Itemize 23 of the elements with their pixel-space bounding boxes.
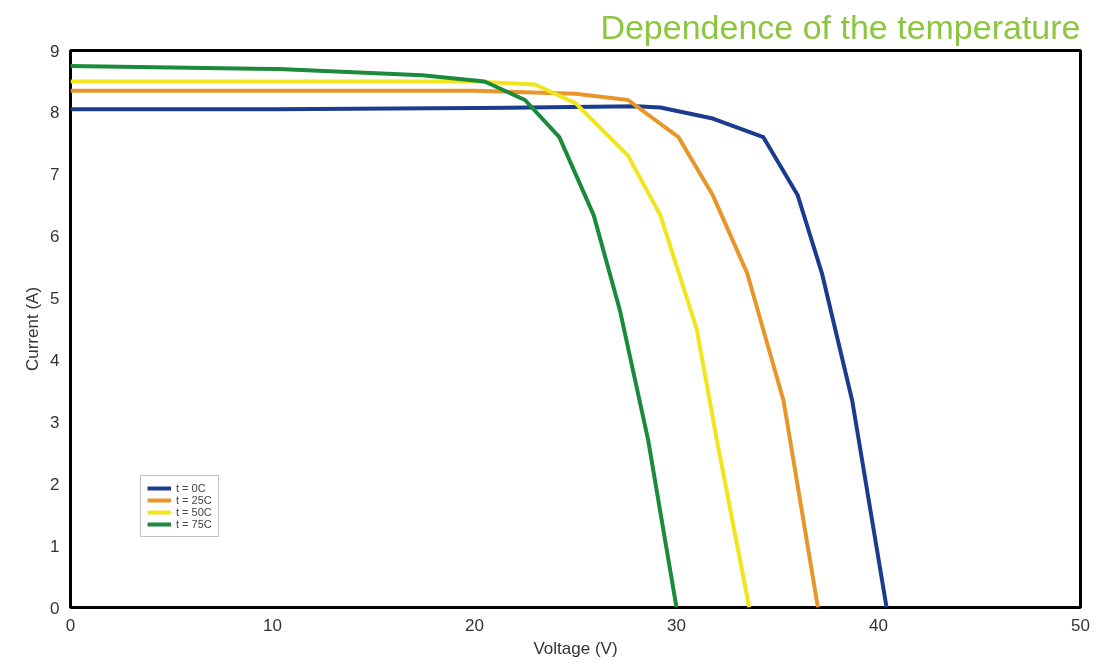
- y-tick-label: 5: [50, 289, 60, 309]
- legend-label: t = 50C: [176, 506, 212, 518]
- x-tick-label: 20: [465, 615, 484, 635]
- legend-label: t = 25C: [176, 494, 212, 506]
- y-tick-label: 8: [50, 103, 60, 123]
- x-axis-title: Voltage (V): [533, 638, 618, 658]
- y-tick-label: 9: [50, 41, 60, 61]
- y-axis-title: Current (A): [23, 286, 43, 372]
- y-tick-label: 6: [50, 227, 60, 247]
- legend-label: t = 0C: [176, 482, 206, 494]
- x-tick-label: 50: [1071, 615, 1090, 635]
- y-tick-label: 7: [50, 165, 60, 185]
- chart-title: Dependence of the temperature: [600, 7, 1081, 46]
- y-tick-label: 3: [50, 412, 60, 432]
- x-tick-label: 0: [65, 615, 76, 635]
- x-tick-label: 30: [667, 615, 686, 635]
- y-tick-label: 2: [50, 474, 60, 494]
- y-tick-label: 4: [50, 350, 60, 370]
- y-tick-label: 0: [50, 598, 60, 618]
- y-tick-label: 1: [50, 536, 60, 556]
- x-tick-label: 40: [869, 615, 888, 635]
- legend-label: t = 75C: [176, 518, 212, 530]
- x-tick-label: 10: [263, 615, 282, 635]
